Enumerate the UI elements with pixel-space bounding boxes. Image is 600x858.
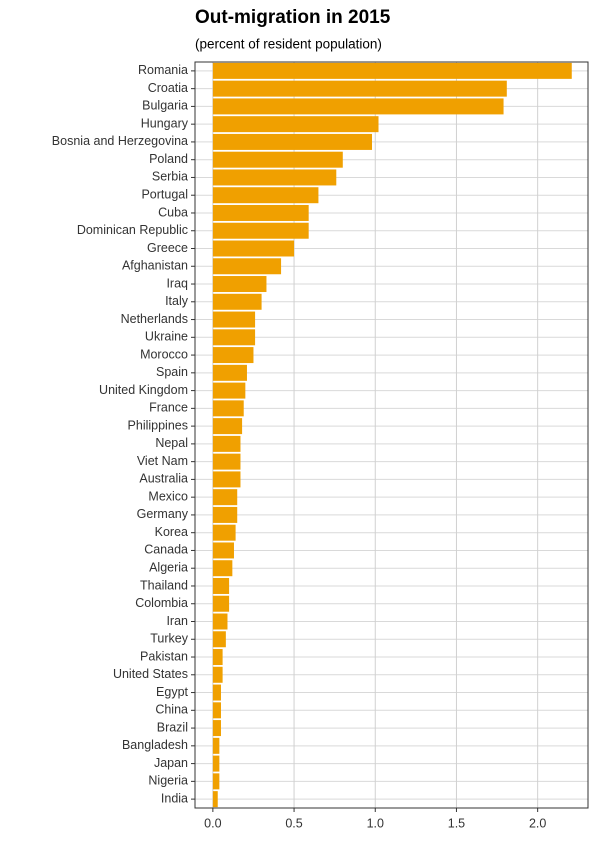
bar — [212, 169, 337, 186]
bar — [212, 204, 309, 221]
bar — [212, 471, 241, 488]
x-tick-label: 0.5 — [285, 816, 302, 830]
bar — [212, 666, 223, 683]
bar — [212, 400, 244, 417]
bar — [212, 133, 373, 150]
y-tick-label: India — [161, 791, 188, 805]
y-tick-label: Greece — [147, 241, 188, 255]
y-tick-label: Iraq — [166, 276, 188, 290]
bar — [212, 80, 507, 97]
x-tick-label: 1.5 — [448, 816, 465, 830]
bar — [212, 258, 282, 275]
y-tick-label: Nigeria — [148, 774, 188, 788]
bar — [212, 702, 221, 719]
chart-title: Out-migration in 2015 — [195, 7, 391, 28]
y-tick-label: Bulgaria — [142, 99, 188, 113]
y-tick-label: Australia — [139, 472, 188, 486]
x-tick-label: 2.0 — [529, 816, 546, 830]
bar — [212, 773, 220, 790]
bar — [212, 755, 220, 772]
bar — [212, 560, 233, 577]
y-tick-label: Nepal — [155, 436, 188, 450]
y-tick-label: United States — [113, 667, 188, 681]
y-tick-label: Portugal — [141, 188, 188, 202]
bar — [212, 791, 218, 808]
bar — [212, 187, 319, 204]
y-tick-label: Turkey — [150, 632, 188, 646]
bar — [212, 595, 230, 612]
bar — [212, 311, 256, 328]
y-tick-label: Iran — [166, 614, 188, 628]
bar — [212, 435, 241, 452]
y-tick-label: France — [149, 401, 188, 415]
y-tick-label: Mexico — [148, 489, 188, 503]
bar — [212, 649, 223, 666]
y-tick-label: Romania — [138, 63, 188, 77]
bar — [212, 720, 221, 737]
y-tick-label: Canada — [144, 543, 188, 557]
y-tick-label: Spain — [156, 365, 188, 379]
y-tick-label: United Kingdom — [99, 383, 188, 397]
x-tick-label: 0.0 — [204, 816, 221, 830]
y-tick-label: Afghanistan — [122, 259, 188, 273]
y-tick-label: Hungary — [141, 116, 189, 130]
y-tick-label: Viet Nam — [137, 454, 188, 468]
bar — [212, 276, 267, 293]
bar — [212, 489, 238, 506]
bar — [212, 151, 343, 168]
chart-subtitle: (percent of resident population) — [195, 37, 382, 52]
y-tick-label: Morocco — [140, 347, 188, 361]
y-tick-label: Bosnia and Herzegovina — [52, 134, 188, 148]
bar — [212, 453, 241, 470]
y-tick-label: Japan — [154, 756, 188, 770]
bar — [212, 98, 504, 115]
y-tick-label: Thailand — [140, 578, 188, 592]
bar — [212, 240, 295, 257]
y-tick-label: Italy — [165, 294, 189, 308]
bar — [212, 329, 256, 346]
x-tick-label: 1.0 — [367, 816, 384, 830]
bar — [212, 737, 220, 754]
y-tick-label: Dominican Republic — [77, 223, 188, 237]
y-tick-label: Poland — [149, 152, 188, 166]
bar — [212, 506, 238, 523]
bar — [212, 293, 262, 310]
bar — [212, 116, 379, 133]
bar — [212, 613, 228, 630]
bar — [212, 524, 236, 541]
bar — [212, 347, 254, 364]
bar — [212, 382, 246, 399]
y-tick-label: Pakistan — [140, 649, 188, 663]
bar — [212, 684, 221, 701]
y-tick-label: Colombia — [135, 596, 188, 610]
bar — [212, 577, 230, 594]
y-tick-label: China — [155, 703, 188, 717]
y-tick-label: Egypt — [156, 685, 188, 699]
y-tick-label: Korea — [155, 525, 188, 539]
y-tick-label: Ukraine — [145, 330, 188, 344]
y-tick-label: Germany — [137, 507, 189, 521]
y-tick-label: Brazil — [157, 720, 188, 734]
bar — [212, 418, 243, 435]
plot-border — [194, 61, 589, 809]
bar — [212, 542, 234, 559]
y-tick-label: Croatia — [148, 81, 188, 95]
bar — [212, 364, 247, 381]
y-tick-label: Serbia — [152, 170, 188, 184]
bar — [212, 62, 572, 79]
y-tick-label: Cuba — [158, 205, 188, 219]
y-tick-label: Algeria — [149, 561, 188, 575]
bar — [212, 631, 226, 648]
y-tick-label: Netherlands — [121, 312, 188, 326]
bar — [212, 222, 309, 239]
y-tick-label: Philippines — [128, 418, 188, 432]
y-tick-label: Bangladesh — [122, 738, 188, 752]
